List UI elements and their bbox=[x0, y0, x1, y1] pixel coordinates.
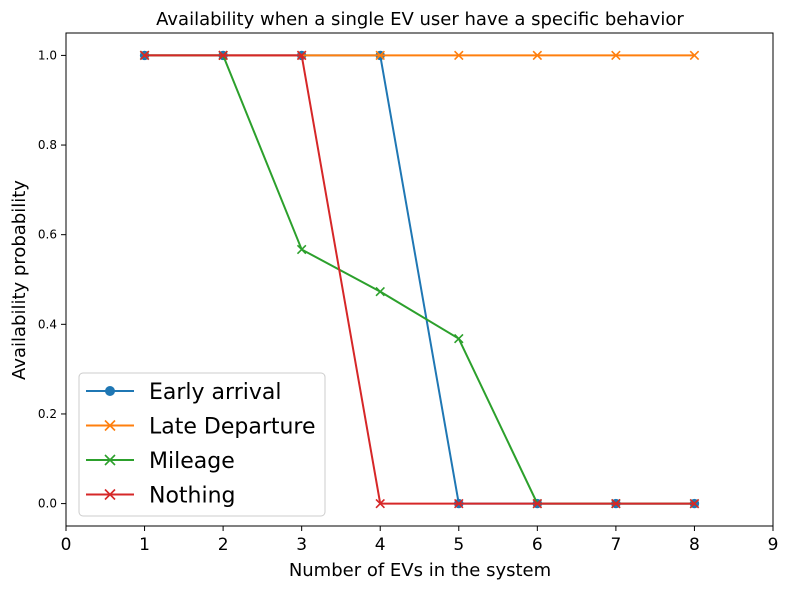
legend-label: Early arrival bbox=[149, 380, 281, 405]
legend-item: Late Departure bbox=[86, 415, 316, 440]
x-tick-label: 2 bbox=[218, 535, 229, 555]
y-tick-label: 0.2 bbox=[38, 407, 57, 421]
y-tick-label: 0.6 bbox=[38, 228, 57, 242]
chart-title: Availability when a single EV user have … bbox=[156, 9, 684, 30]
series-line bbox=[144, 54, 695, 505]
data-point bbox=[689, 498, 700, 509]
data-point bbox=[218, 50, 228, 61]
data-point bbox=[454, 333, 464, 344]
data-point bbox=[375, 50, 385, 61]
series-nothing bbox=[139, 50, 700, 509]
y-tick-label: 1.0 bbox=[38, 48, 57, 62]
data-point bbox=[375, 286, 385, 297]
data-point bbox=[375, 498, 385, 509]
data-point bbox=[104, 419, 116, 432]
legend-label: Mileage bbox=[149, 449, 235, 474]
y-axis-label: Availability probability bbox=[9, 180, 30, 380]
x-tick-label: 8 bbox=[689, 535, 700, 555]
y-tick-label: 0.4 bbox=[38, 317, 57, 331]
data-point bbox=[104, 488, 116, 501]
data-point bbox=[105, 386, 115, 396]
legend-label: Nothing bbox=[149, 484, 236, 509]
x-tick-label: 0 bbox=[61, 535, 72, 555]
legend: Early arrival Late Departure Mileage Nothin… bbox=[78, 372, 326, 517]
data-point bbox=[454, 50, 464, 61]
y-axis: 0.0 0.2 0.4 0.6 0.8 1.0 bbox=[38, 48, 66, 511]
legend-item: Mileage bbox=[86, 449, 235, 474]
y-tick-label: 0.0 bbox=[38, 497, 57, 511]
x-tick-label: 5 bbox=[453, 535, 464, 555]
data-point bbox=[611, 498, 621, 509]
data-point bbox=[532, 498, 543, 509]
x-axis-label: Number of EVs in the system bbox=[289, 560, 551, 581]
data-point bbox=[139, 50, 150, 61]
x-tick-label: 1 bbox=[139, 535, 150, 555]
data-point bbox=[296, 244, 307, 255]
legend-label: Late Departure bbox=[149, 415, 316, 440]
x-tick-label: 6 bbox=[532, 535, 543, 555]
x-tick-label: 4 bbox=[375, 535, 386, 555]
data-point bbox=[454, 498, 464, 509]
series-layer bbox=[139, 50, 700, 509]
legend-item: Early arrival bbox=[86, 380, 281, 405]
data-point bbox=[104, 454, 116, 466]
legend-box bbox=[78, 372, 326, 517]
x-tick-label: 9 bbox=[768, 535, 779, 555]
x-tick-label: 7 bbox=[610, 535, 621, 555]
data-point bbox=[296, 50, 307, 61]
data-point bbox=[532, 50, 543, 61]
data-point bbox=[611, 50, 621, 61]
data-point bbox=[689, 50, 700, 61]
y-tick-label: 0.8 bbox=[38, 138, 57, 152]
plot-area bbox=[65, 32, 774, 527]
x-tick-label: 3 bbox=[296, 535, 307, 555]
legend-item: Nothing bbox=[86, 484, 236, 509]
x-axis: 0 1 2 3 4 5 6 7 8 9 bbox=[61, 526, 779, 555]
